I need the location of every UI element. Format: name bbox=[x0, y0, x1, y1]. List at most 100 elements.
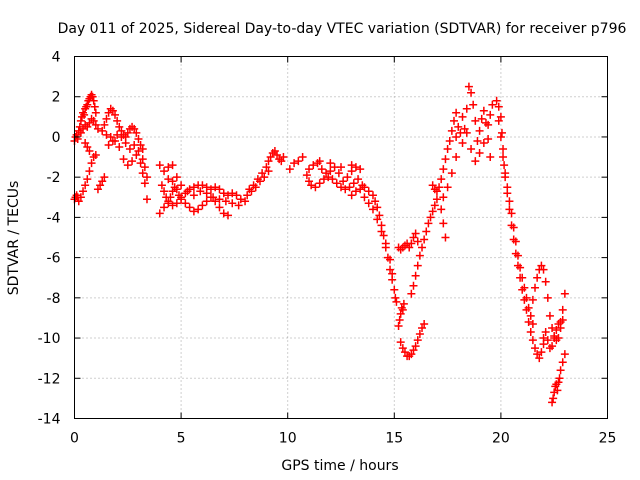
data-point bbox=[441, 155, 450, 164]
data-point bbox=[81, 181, 90, 190]
data-point bbox=[138, 169, 147, 178]
data-point bbox=[172, 173, 181, 182]
data-point bbox=[528, 319, 537, 328]
y-tick-label: -8 bbox=[47, 291, 61, 307]
data-point bbox=[232, 191, 241, 200]
data-point bbox=[157, 181, 166, 190]
data-point bbox=[420, 235, 429, 244]
data-point bbox=[117, 132, 126, 141]
data-point bbox=[142, 195, 151, 204]
data-point bbox=[505, 205, 514, 214]
data-point bbox=[486, 153, 495, 162]
data-point bbox=[368, 191, 377, 200]
data-point bbox=[315, 157, 324, 166]
data-point bbox=[194, 205, 203, 214]
data-point bbox=[499, 153, 508, 162]
data-point bbox=[395, 315, 404, 324]
data-point bbox=[260, 173, 269, 182]
data-point bbox=[189, 183, 198, 192]
data-point bbox=[264, 157, 273, 166]
data-point bbox=[90, 102, 99, 111]
data-point bbox=[558, 315, 567, 324]
data-point bbox=[449, 116, 458, 125]
data-point bbox=[409, 281, 418, 290]
data-point bbox=[526, 311, 535, 320]
data-point bbox=[443, 145, 452, 154]
data-point bbox=[132, 151, 141, 160]
data-point bbox=[533, 273, 542, 282]
data-point bbox=[100, 173, 109, 182]
data-point bbox=[513, 251, 522, 260]
data-point bbox=[76, 116, 85, 125]
data-points bbox=[70, 82, 569, 407]
data-point bbox=[439, 193, 448, 202]
data-point bbox=[73, 134, 82, 143]
data-point bbox=[138, 145, 147, 154]
data-point bbox=[499, 145, 508, 154]
data-point bbox=[334, 169, 343, 178]
data-point bbox=[411, 271, 420, 280]
data-point bbox=[462, 128, 471, 137]
data-point bbox=[469, 100, 478, 109]
data-point bbox=[298, 153, 307, 162]
data-point bbox=[198, 201, 207, 210]
data-point bbox=[550, 334, 559, 343]
data-point bbox=[375, 211, 384, 220]
data-point bbox=[305, 165, 314, 174]
data-point bbox=[398, 344, 407, 353]
data-point bbox=[311, 183, 320, 192]
data-point bbox=[189, 207, 198, 216]
data-point bbox=[91, 151, 100, 160]
data-point bbox=[484, 134, 493, 143]
data-point bbox=[445, 136, 454, 145]
data-point bbox=[168, 177, 177, 186]
data-point bbox=[128, 157, 137, 166]
data-point bbox=[496, 112, 505, 121]
data-point bbox=[302, 171, 311, 180]
data-point bbox=[424, 219, 433, 228]
data-point bbox=[428, 181, 437, 190]
data-point bbox=[356, 165, 365, 174]
data-point bbox=[270, 147, 279, 156]
data-point bbox=[258, 169, 267, 178]
data-point bbox=[516, 263, 525, 272]
data-point bbox=[475, 149, 484, 158]
data-point bbox=[339, 177, 348, 186]
data-point bbox=[373, 203, 382, 212]
data-point bbox=[471, 157, 480, 166]
data-point bbox=[121, 138, 130, 147]
data-point bbox=[390, 285, 399, 294]
data-point bbox=[98, 126, 107, 135]
data-point bbox=[189, 191, 198, 200]
data-point bbox=[264, 167, 273, 176]
data-point bbox=[345, 183, 354, 192]
data-point bbox=[537, 348, 546, 357]
data-point bbox=[228, 199, 237, 208]
data-point bbox=[324, 173, 333, 182]
data-point bbox=[168, 187, 177, 196]
data-point bbox=[415, 251, 424, 260]
data-point bbox=[134, 147, 143, 156]
x-tick-label: 25 bbox=[599, 431, 617, 447]
data-point bbox=[548, 342, 557, 351]
data-point bbox=[305, 177, 314, 186]
data-point bbox=[319, 175, 328, 184]
data-point bbox=[177, 181, 186, 190]
x-tick-label: 0 bbox=[70, 431, 79, 447]
data-point bbox=[164, 163, 173, 172]
y-tick-label: -10 bbox=[38, 331, 61, 347]
data-point bbox=[241, 197, 250, 206]
data-point bbox=[294, 157, 303, 166]
data-point bbox=[74, 197, 83, 206]
x-axis-label: GPS time / hours bbox=[281, 458, 398, 474]
data-point bbox=[87, 159, 96, 168]
data-point bbox=[558, 305, 567, 314]
data-point bbox=[219, 209, 228, 218]
x-tick-label: 10 bbox=[279, 431, 297, 447]
data-point bbox=[76, 193, 85, 202]
data-point bbox=[415, 330, 424, 339]
data-point bbox=[85, 147, 94, 156]
y-tick-label: -6 bbox=[47, 251, 61, 267]
data-point bbox=[558, 358, 567, 367]
data-point bbox=[379, 231, 388, 240]
